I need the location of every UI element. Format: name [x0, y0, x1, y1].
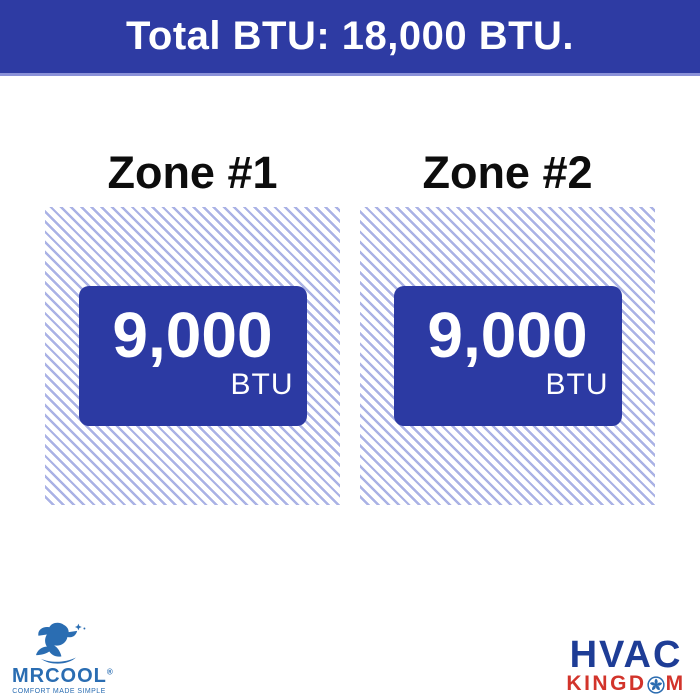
hvac-text: HVAC: [569, 634, 683, 676]
mrcool-tagline: COMFORT MADE SIMPLE: [12, 688, 106, 695]
zone1-btu-value: 9,000: [112, 299, 273, 371]
zone2-btu-card: 9,000 BTU: [393, 286, 622, 426]
header-bar: Total BTU: 18,000 BTU.: [0, 0, 700, 76]
zone1-title: Zone #1: [107, 147, 278, 198]
mrcool-brand-text: MRCOOL: [12, 665, 107, 687]
total-btu-title: Total BTU: 18,000 BTU.: [125, 14, 575, 58]
fan-icon: [646, 675, 665, 694]
zone2-btu-unit: BTU: [545, 368, 609, 401]
registered-mark: ®: [106, 667, 113, 677]
kingdom-text-right: M: [665, 672, 686, 695]
zone2-btu-value: 9,000: [427, 299, 588, 371]
zone1-btu-card: 9,000 BTU: [78, 286, 307, 426]
kingdom-text: KINGD M: [562, 673, 690, 694]
zone1-btu-unit: BTU: [230, 368, 294, 401]
kingdom-text-left: KINGD: [566, 672, 647, 695]
hvac-kingdom-logo: HVAC KINGD M: [562, 636, 690, 694]
penguin-icon: [36, 622, 86, 664]
mrcool-logo: MRCOOL® COMFORT MADE SIMPLE: [12, 620, 113, 695]
zone1-area: 9,000 BTU: [45, 207, 340, 505]
zone2-area: 9,000 BTU: [360, 207, 655, 505]
mrcool-wordmark: MRCOOL®: [12, 665, 113, 687]
zone2-title: Zone #2: [422, 147, 593, 198]
